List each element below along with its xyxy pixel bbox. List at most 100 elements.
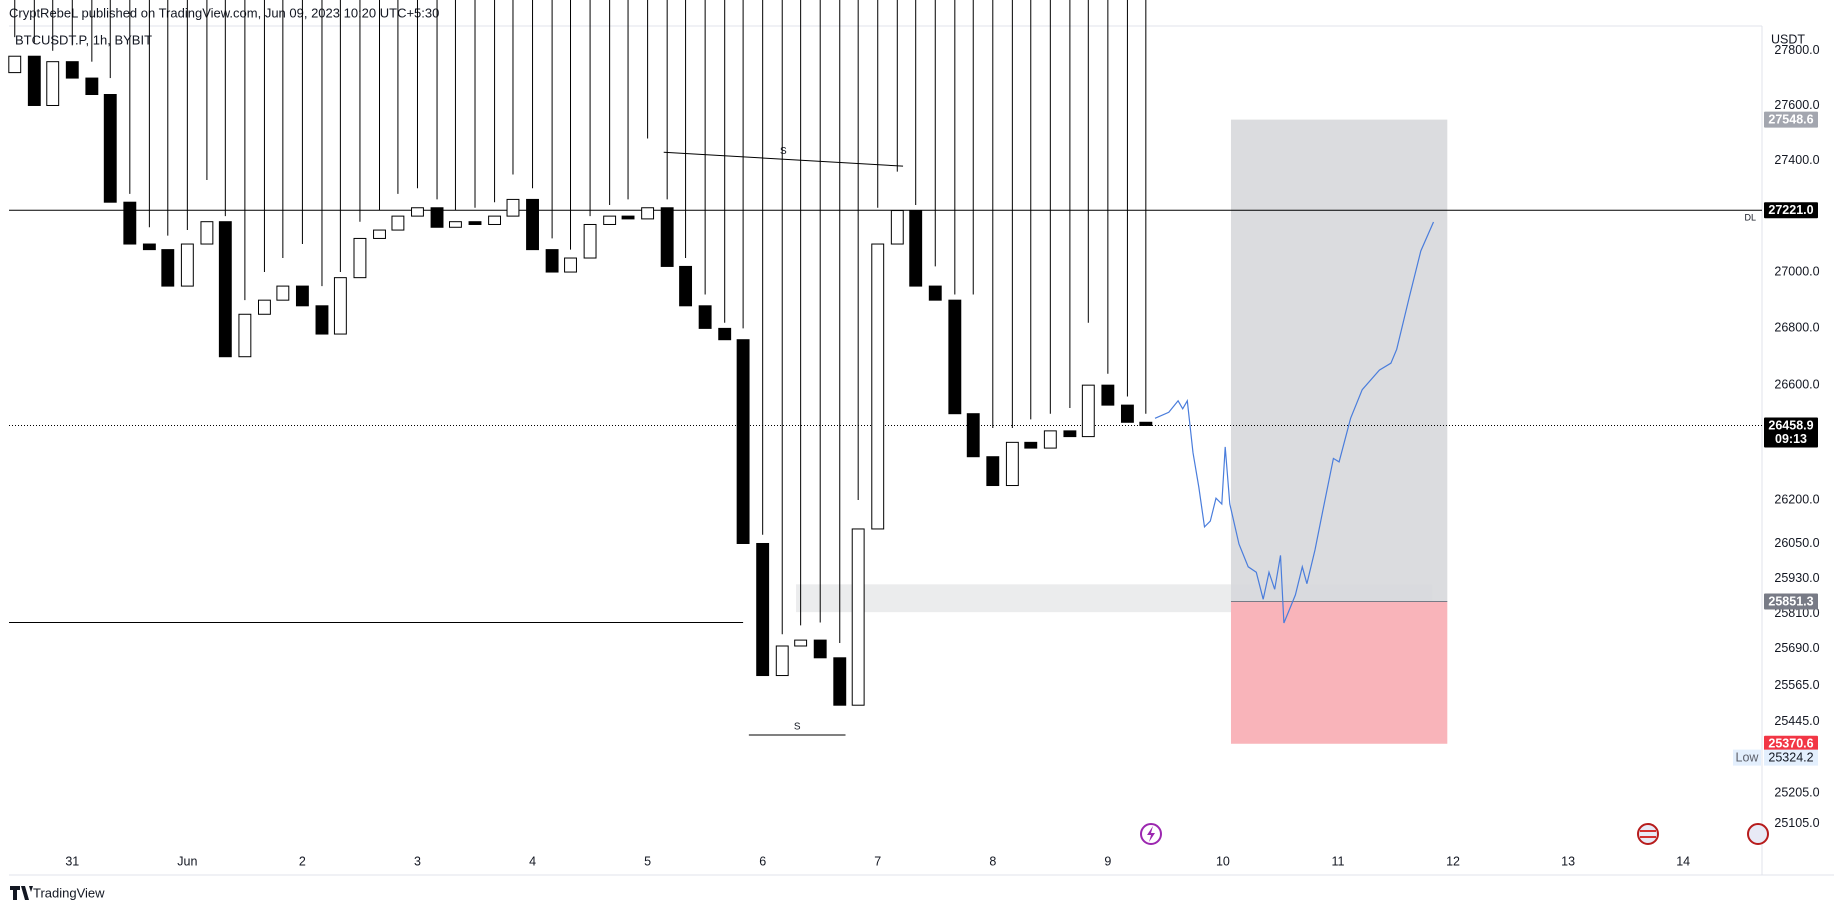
level-tag: DL xyxy=(1744,213,1756,223)
candle-body xyxy=(1043,430,1057,449)
brand-logo xyxy=(10,886,33,900)
candle-body xyxy=(545,249,559,273)
candle-body xyxy=(928,285,942,301)
candle-body xyxy=(890,210,904,245)
candle-body xyxy=(756,542,770,677)
candle-body xyxy=(679,265,693,307)
y-tick-label: 26800.0 xyxy=(1774,321,1819,335)
currency-label: USDT xyxy=(1771,32,1805,46)
current-price-countdown: 09:13 xyxy=(1775,432,1807,446)
event-icon-bolt xyxy=(1147,826,1155,842)
candle-body xyxy=(698,305,712,329)
candle-body xyxy=(257,299,271,315)
candle-body xyxy=(736,339,750,544)
candle-body xyxy=(775,645,789,677)
candle-body xyxy=(851,528,865,706)
y-tick-label: 25930.0 xyxy=(1774,571,1819,585)
y-tick-label: 27600.0 xyxy=(1774,98,1819,112)
low-name: Low xyxy=(1736,750,1760,764)
low-price-box xyxy=(1764,749,1818,766)
x-tick-label: 4 xyxy=(529,854,536,868)
candle-body xyxy=(794,639,808,647)
level-price: 27221.0 xyxy=(1768,203,1813,217)
candle-body xyxy=(449,221,462,228)
candle-body xyxy=(641,207,655,220)
position-loss xyxy=(1230,601,1448,744)
segment-label: S xyxy=(794,722,801,733)
candle-body xyxy=(200,221,214,245)
candle-body xyxy=(986,456,1000,487)
x-tick-label: 10 xyxy=(1216,854,1230,868)
candle-body xyxy=(142,243,156,251)
candle-body xyxy=(948,299,962,415)
candle-body xyxy=(8,55,22,74)
candle-body xyxy=(871,243,885,530)
candle-body xyxy=(353,237,367,279)
x-tick-label: Jun xyxy=(177,854,197,868)
projection-line xyxy=(1154,221,1435,624)
stop-price-box xyxy=(1764,735,1818,752)
low-name-box xyxy=(1733,749,1761,766)
x-tick-label: 14 xyxy=(1676,854,1690,868)
candle-body xyxy=(583,223,597,259)
segment-label: S xyxy=(780,146,787,157)
y-tick-label: 25205.0 xyxy=(1774,786,1819,800)
candle-body xyxy=(1024,441,1038,449)
candle-body xyxy=(373,229,386,239)
y-tick-label: 25690.0 xyxy=(1774,641,1819,655)
current-price-box xyxy=(1764,417,1818,448)
flag-stripe xyxy=(1640,836,1656,838)
x-tick-label: 7 xyxy=(874,854,881,868)
plot-area: DL S S xyxy=(8,0,1762,744)
flag-icon[interactable] xyxy=(1747,823,1769,845)
level-price-box xyxy=(1764,202,1818,219)
published-note: CryptRebeL published on TradingView.com,… xyxy=(9,5,439,20)
candle-body xyxy=(161,249,175,287)
candle-body xyxy=(315,305,329,335)
entry-price: 25851.3 xyxy=(1768,594,1813,608)
candle-body xyxy=(603,215,617,225)
event-icons xyxy=(1140,823,1769,845)
flag-icon[interactable] xyxy=(1637,823,1659,845)
flag-stripe xyxy=(1640,830,1656,832)
x-tick-label: 12 xyxy=(1446,854,1460,868)
x-tick-label: 11 xyxy=(1331,854,1344,868)
candle-body xyxy=(718,327,732,341)
x-tick-label: 2 xyxy=(299,854,306,868)
candle-body xyxy=(909,210,923,287)
y-tick-label: 27000.0 xyxy=(1774,264,1819,278)
candle-body xyxy=(85,77,99,96)
x-tick-label: 31 xyxy=(65,854,79,868)
y-tick-label: 25105.0 xyxy=(1774,816,1819,830)
x-tick-label: 9 xyxy=(1104,854,1111,868)
x-tick-label: 8 xyxy=(989,854,996,868)
candle-body xyxy=(411,207,424,217)
candle-body xyxy=(660,207,674,267)
candle-body xyxy=(1139,421,1153,426)
candle-body xyxy=(813,639,827,659)
trend-segment xyxy=(663,151,904,167)
current-price: 26458.9 xyxy=(1768,418,1813,432)
candle-body xyxy=(27,55,41,106)
candle-body xyxy=(526,198,539,251)
position-profit xyxy=(1230,119,1448,602)
y-tick-label: 25445.0 xyxy=(1774,714,1819,728)
candle-body xyxy=(966,413,980,458)
candle-body xyxy=(276,285,290,301)
entry-price-box xyxy=(1764,593,1818,610)
candle-body xyxy=(1120,404,1134,423)
low-price: 25324.2 xyxy=(1768,750,1813,764)
x-tick-label: 3 xyxy=(414,854,421,868)
stop-price: 25370.6 xyxy=(1768,737,1813,751)
target-price: 27548.6 xyxy=(1768,112,1813,126)
y-tick-label: 26200.0 xyxy=(1774,492,1819,506)
candle-body xyxy=(391,215,405,231)
x-tick-label: 5 xyxy=(644,854,651,868)
y-tick-label: 27400.0 xyxy=(1774,153,1819,167)
candle-body xyxy=(218,221,232,358)
target-price-box xyxy=(1764,111,1818,128)
brand: TradingView xyxy=(33,885,105,900)
